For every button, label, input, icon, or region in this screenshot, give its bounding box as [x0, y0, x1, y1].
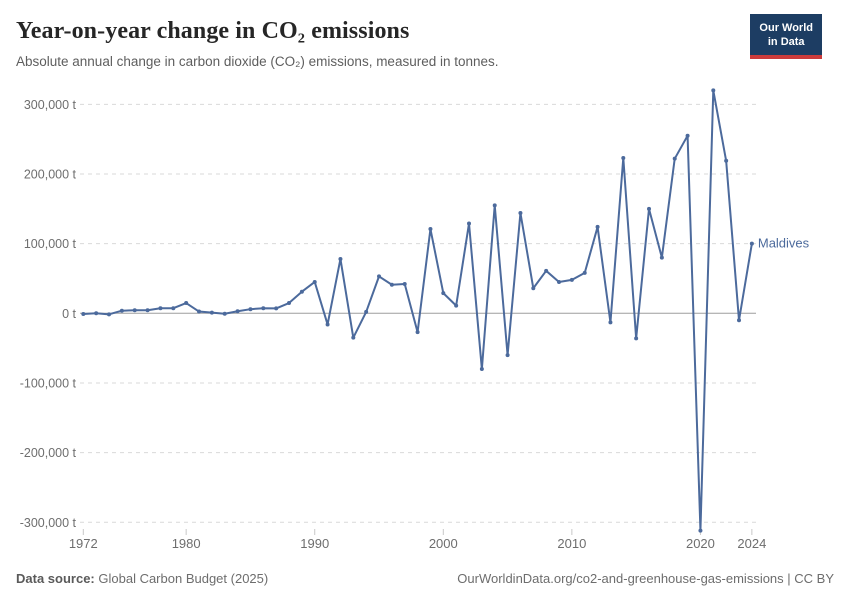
data-point-marker[interactable] — [582, 270, 587, 275]
data-point-marker[interactable] — [608, 320, 613, 325]
y-axis-tick-label: -100,000 t — [20, 376, 77, 390]
data-point-marker[interactable] — [402, 282, 407, 287]
y-axis-tick-label: -300,000 t — [20, 516, 77, 530]
x-axis-tick-label: 1990 — [300, 536, 329, 551]
data-point-marker[interactable] — [299, 289, 304, 294]
data-point-marker[interactable] — [518, 211, 523, 216]
x-axis-tick-label: 2020 — [686, 536, 715, 551]
data-point-marker[interactable] — [428, 227, 433, 232]
data-point-marker[interactable] — [698, 528, 703, 533]
data-point-marker[interactable] — [261, 306, 266, 311]
data-point-marker[interactable] — [171, 306, 176, 311]
data-point-marker[interactable] — [659, 255, 664, 260]
chart-footer: Data source: Global Carbon Budget (2025)… — [16, 571, 834, 586]
data-point-marker[interactable] — [364, 309, 369, 314]
x-axis-tick-label: 2010 — [557, 536, 586, 551]
data-point-marker[interactable] — [595, 224, 600, 229]
data-point-marker[interactable] — [132, 308, 137, 313]
data-point-marker[interactable] — [749, 241, 754, 246]
data-point-marker[interactable] — [621, 155, 626, 160]
data-point-marker[interactable] — [287, 301, 292, 306]
data-point-marker[interactable] — [184, 301, 189, 306]
x-axis-tick-label: 2000 — [429, 536, 458, 551]
y-axis-tick-label: 100,000 t — [24, 237, 77, 251]
data-point-marker[interactable] — [737, 318, 742, 323]
data-point-marker[interactable] — [454, 303, 459, 308]
data-point-marker[interactable] — [222, 311, 227, 316]
owid-logo-line2: in Data — [767, 36, 805, 48]
data-point-marker[interactable] — [209, 310, 214, 315]
data-point-marker[interactable] — [81, 311, 86, 316]
data-point-marker[interactable] — [197, 309, 202, 314]
data-point-marker[interactable] — [531, 286, 536, 291]
chart-header: Year-on-year change in CO₂ emissions Abs… — [16, 14, 834, 69]
owid-logo-line1: Our World — [759, 22, 813, 34]
data-source-text: Global Carbon Budget (2025) — [98, 571, 269, 586]
data-point-marker[interactable] — [145, 308, 150, 313]
data-point-marker[interactable] — [119, 308, 124, 313]
y-axis-tick-label: 0 t — [62, 307, 76, 321]
x-axis-tick-label: 2024 — [737, 536, 766, 551]
data-point-marker[interactable] — [312, 279, 317, 284]
data-point-marker[interactable] — [467, 221, 472, 226]
data-point-marker[interactable] — [107, 312, 112, 317]
y-axis-tick-label: 300,000 t — [24, 98, 77, 112]
data-point-marker[interactable] — [479, 367, 484, 372]
data-point-marker[interactable] — [389, 282, 394, 287]
data-point-marker[interactable] — [711, 88, 716, 93]
data-point-marker[interactable] — [634, 336, 639, 341]
credit-link[interactable]: OurWorldinData.org/co2-and-greenhouse-ga… — [457, 571, 834, 586]
data-point-marker[interactable] — [441, 291, 446, 296]
data-point-marker[interactable] — [338, 256, 343, 261]
data-point-marker[interactable] — [544, 268, 549, 273]
y-axis-tick-label: 200,000 t — [24, 168, 77, 182]
chart-subtitle: Absolute annual change in carbon dioxide… — [16, 54, 499, 69]
data-point-marker[interactable] — [377, 274, 382, 279]
data-point-marker[interactable] — [235, 309, 240, 314]
data-point-marker[interactable] — [557, 279, 562, 284]
owid-logo[interactable]: Our World in Data — [750, 14, 822, 59]
data-point-marker[interactable] — [274, 306, 279, 311]
data-point-marker[interactable] — [724, 158, 729, 163]
data-point-marker[interactable] — [94, 311, 99, 316]
x-axis-tick-label: 1972 — [69, 536, 98, 551]
x-axis-tick-label: 1980 — [172, 536, 201, 551]
data-source-note: Data source: Global Carbon Budget (2025) — [16, 571, 268, 586]
data-point-marker[interactable] — [647, 206, 652, 211]
data-source-label: Data source: — [16, 571, 95, 586]
data-point-marker[interactable] — [351, 335, 356, 340]
chart-title: Year-on-year change in CO₂ emissions — [16, 18, 410, 44]
y-axis-tick-label: -200,000 t — [20, 446, 77, 460]
data-point-marker[interactable] — [158, 306, 163, 311]
data-point-marker[interactable] — [248, 307, 253, 312]
data-point-marker[interactable] — [685, 133, 690, 138]
series-end-label[interactable]: Maldives — [758, 236, 810, 251]
data-point-marker[interactable] — [325, 322, 330, 327]
series-line[interactable] — [82, 89, 753, 532]
data-point-marker[interactable] — [672, 156, 677, 161]
data-point-marker[interactable] — [505, 353, 510, 358]
data-point-marker[interactable] — [569, 277, 574, 282]
data-point-marker[interactable] — [492, 203, 497, 208]
data-point-marker[interactable] — [415, 330, 420, 335]
